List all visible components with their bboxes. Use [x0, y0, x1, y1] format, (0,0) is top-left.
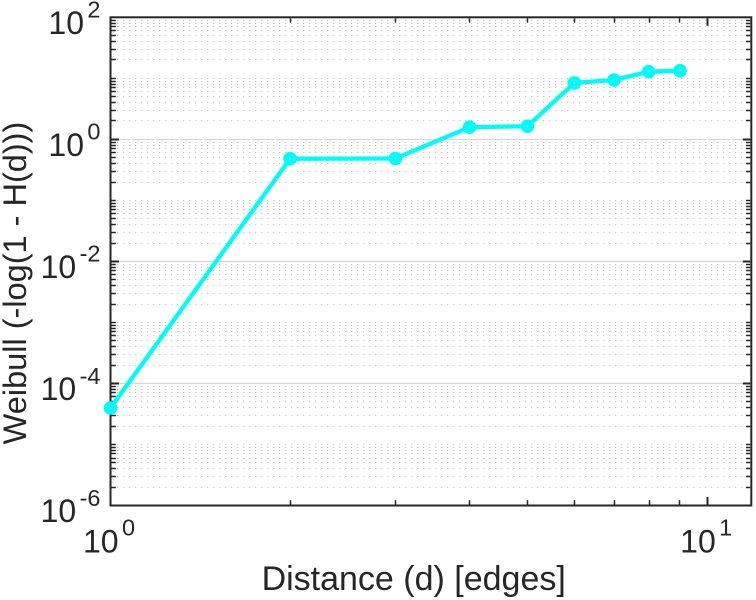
svg-text:Weibull (-log(1 - H(d))): Weibull (-log(1 - H(d))) [0, 122, 33, 445]
svg-text:Distance (d) [edges]: Distance (d) [edges] [262, 560, 566, 598]
svg-text:10-6: 10 -6 [41, 485, 101, 529]
